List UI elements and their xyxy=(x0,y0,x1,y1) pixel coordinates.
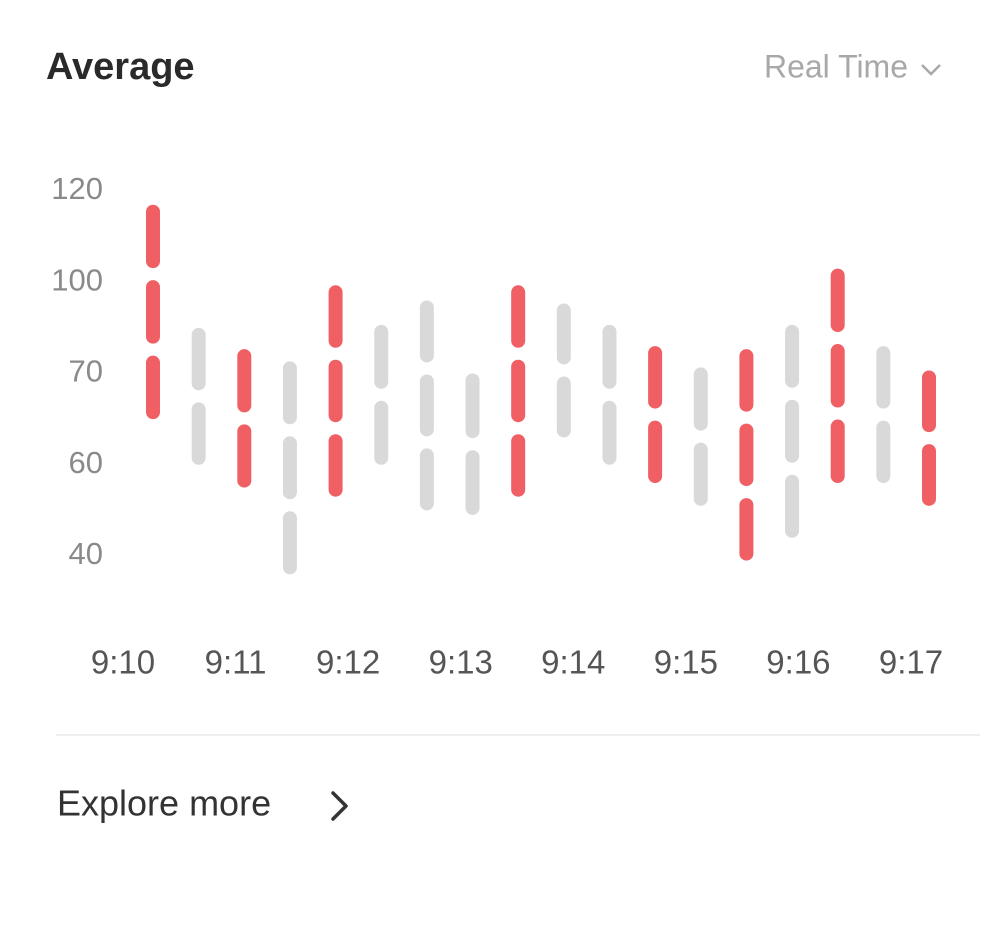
card-title: Average xyxy=(46,46,195,88)
bar-segment xyxy=(419,300,434,363)
bar-segment xyxy=(328,434,343,497)
x-tick-label: 9:15 xyxy=(654,644,718,681)
bar-segment xyxy=(876,346,891,409)
bar-segment xyxy=(282,361,297,425)
range-bar xyxy=(602,324,617,465)
bar-segment xyxy=(465,450,480,515)
explore-link[interactable]: Explore more xyxy=(57,783,348,824)
y-tick-label: 120 xyxy=(51,171,103,206)
period-select[interactable]: Real Time xyxy=(764,48,941,84)
x-tick-label: 9:14 xyxy=(541,644,605,681)
range-bar xyxy=(419,300,434,511)
range-bar xyxy=(830,268,845,483)
x-tick-label: 9:13 xyxy=(429,644,493,681)
bar-segment xyxy=(739,498,754,561)
range-bar xyxy=(922,370,936,506)
bar-segment xyxy=(374,400,389,465)
x-tick-label: 9:17 xyxy=(879,644,943,681)
bar-segment xyxy=(739,423,754,487)
bar-segment xyxy=(146,204,160,269)
bar-segment xyxy=(419,374,434,437)
bar-segment xyxy=(328,285,343,348)
x-tick-label: 9:16 xyxy=(766,644,830,681)
range-bar xyxy=(191,327,206,465)
bar-segment xyxy=(282,511,297,575)
period-label: Real Time xyxy=(764,48,908,84)
bar-segment xyxy=(830,268,845,333)
bar-segment xyxy=(328,359,343,423)
bar-segment xyxy=(693,367,708,431)
bar-segment xyxy=(465,373,480,439)
range-bar xyxy=(374,324,389,465)
bar-segment xyxy=(648,346,663,409)
link-label: Explore more xyxy=(57,783,271,824)
bar-segment xyxy=(511,434,526,497)
bar-segment xyxy=(876,420,891,483)
bar-segment xyxy=(374,324,389,389)
bar-segment xyxy=(830,419,845,483)
bar-segment xyxy=(556,376,571,438)
plot: 120 100 70 60 40 9:10 9:11 9:12 9:13 9:14 9:15 9:16… xyxy=(51,171,943,681)
range-bar xyxy=(328,285,343,497)
bar-segment xyxy=(191,327,206,391)
range-bar xyxy=(693,367,708,506)
bar-segment xyxy=(511,285,526,348)
range-bar xyxy=(785,324,800,538)
range-bar xyxy=(876,346,891,483)
chevron-right xyxy=(331,791,348,821)
range-bar xyxy=(237,349,252,488)
bar-segment xyxy=(602,400,617,465)
bar-segment xyxy=(785,399,800,463)
range-bar xyxy=(648,346,663,483)
y-tick-label: 40 xyxy=(69,536,103,571)
bar-segment xyxy=(191,402,206,465)
range-bar xyxy=(282,361,297,575)
bar-segment xyxy=(146,355,160,420)
bar-segment xyxy=(556,303,571,365)
bar-segment xyxy=(146,280,160,344)
range-bar xyxy=(146,204,160,420)
bar-segment xyxy=(693,442,708,506)
bar-segment xyxy=(602,324,617,389)
chevron-down xyxy=(921,64,941,76)
y-tick-label: 70 xyxy=(69,354,103,389)
bar-segment xyxy=(282,436,297,500)
bar-segment xyxy=(237,424,252,488)
bar-segment xyxy=(648,420,663,483)
bar-segment xyxy=(511,359,526,423)
bar-segment xyxy=(922,370,936,433)
bar-segment xyxy=(830,344,845,408)
range-bar xyxy=(739,349,754,561)
bar-segment xyxy=(785,474,800,538)
x-tick-label: 9:10 xyxy=(91,644,155,681)
bar-segment xyxy=(237,349,252,413)
range-bar xyxy=(465,373,480,515)
x-tick-label: 9:12 xyxy=(316,644,380,681)
bar-segment xyxy=(419,448,434,511)
bar-segment xyxy=(739,349,754,412)
bar-segment xyxy=(922,444,936,506)
range-bar xyxy=(556,303,571,438)
bar-segment xyxy=(785,324,800,388)
y-tick-label: 60 xyxy=(69,445,103,480)
x-tick-label: 9:11 xyxy=(205,644,267,681)
range-bar xyxy=(511,285,526,497)
y-tick-label: 100 xyxy=(51,262,103,297)
